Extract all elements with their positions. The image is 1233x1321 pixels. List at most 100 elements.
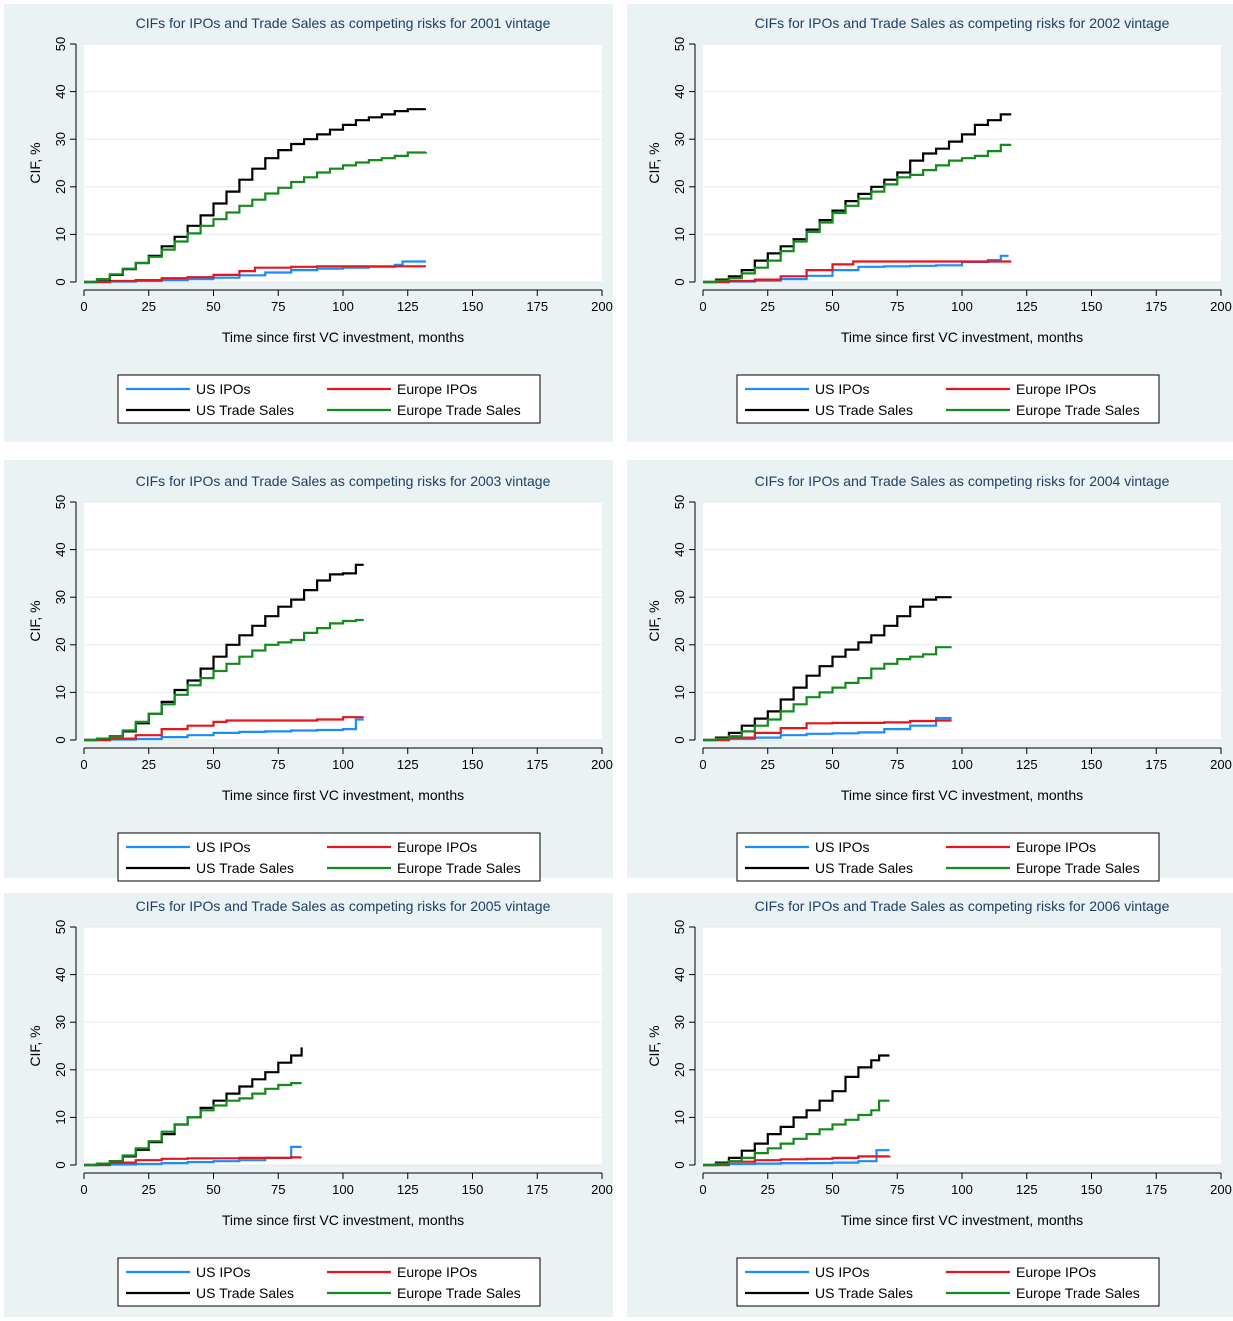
y-tick-label: 0 (53, 1161, 68, 1168)
series-line-europe-trade-sales (84, 618, 364, 742)
plot-area (84, 44, 602, 282)
series-line-us-trade-sales (703, 113, 1012, 284)
plot-area (703, 927, 1221, 1165)
series-line-europe-trade-sales (84, 151, 427, 284)
x-tick-label: 25 (142, 757, 156, 772)
legend-label-us-trade-sales: US Trade Sales (196, 860, 294, 876)
legend-box (736, 1257, 1160, 1307)
x-tick-label: 75 (890, 1182, 904, 1197)
x-tick-label: 125 (397, 757, 419, 772)
y-tick-label: 10 (53, 227, 68, 241)
x-tick-label: 75 (890, 757, 904, 772)
chart-panel: CIFs for IPOs and Trade Sales as competi… (4, 893, 613, 1317)
legend-label-us-trade-sales: US Trade Sales (815, 1285, 913, 1301)
legend-box (117, 374, 541, 424)
chart-title: CIFs for IPOs and Trade Sales as competi… (755, 473, 1170, 489)
x-tick-label: 25 (761, 299, 775, 314)
x-tick-label: 0 (80, 1182, 87, 1197)
x-tick-label: 150 (1081, 299, 1103, 314)
y-tick-label: 50 (672, 37, 687, 51)
y-tick-label: 10 (53, 1110, 68, 1124)
x-tick-label: 0 (699, 1182, 706, 1197)
x-tick-label: 175 (1145, 757, 1167, 772)
y-tick-label: 0 (53, 278, 68, 285)
series-line-europe-ipos (84, 265, 426, 284)
chart-panel: CIFs for IPOs and Trade Sales as competi… (4, 460, 613, 882)
chart-title: CIFs for IPOs and Trade Sales as competi… (755, 15, 1170, 31)
y-tick-label: 40 (53, 967, 68, 981)
x-tick-label: 25 (142, 1182, 156, 1197)
legend-label-europe-trade-sales: Europe Trade Sales (1016, 402, 1140, 418)
x-tick-label: 100 (951, 299, 973, 314)
legend-label-europe-trade-sales: Europe Trade Sales (1016, 1285, 1140, 1301)
x-tick-label: 100 (332, 299, 354, 314)
legend-label-us-trade-sales: US Trade Sales (815, 402, 913, 418)
x-tick-label: 50 (825, 299, 839, 314)
y-axis-label: CIF, % (27, 142, 43, 183)
y-tick-label: 20 (53, 638, 68, 652)
y-tick-label: 20 (53, 180, 68, 194)
chart-svg: CIFs for IPOs and Trade Sales as competi… (646, 898, 1232, 1307)
x-tick-label: 150 (1081, 1182, 1103, 1197)
x-axis-label: Time since first VC investment, months (222, 1212, 464, 1228)
y-axis-label: CIF, % (646, 1025, 662, 1066)
legend: US IPOs Europe IPOs US Trade Sales Europe T… (117, 832, 541, 882)
x-axis-label: Time since first VC investment, months (841, 787, 1083, 803)
legend-label-us-ipos: US IPOs (196, 381, 250, 397)
legend-label-europe-ipos: Europe IPOs (397, 1264, 477, 1280)
y-tick-label: 30 (672, 590, 687, 604)
x-tick-label: 0 (80, 757, 87, 772)
x-tick-label: 25 (142, 299, 156, 314)
series-line-europe-trade-sales (703, 1099, 890, 1167)
legend-label-europe-ipos: Europe IPOs (397, 381, 477, 397)
x-tick-label: 0 (699, 299, 706, 314)
legend-label-us-trade-sales: US Trade Sales (196, 1285, 294, 1301)
x-tick-label: 100 (332, 1182, 354, 1197)
y-tick-label: 30 (53, 1015, 68, 1029)
series-line-europe-ipos (84, 716, 364, 742)
x-tick-label: 75 (890, 299, 904, 314)
x-tick-label: 200 (591, 757, 613, 772)
series-line-europe-trade-sales (84, 1082, 302, 1167)
x-tick-label: 125 (1016, 757, 1038, 772)
x-tick-label: 50 (206, 757, 220, 772)
legend: US IPOs Europe IPOs US Trade Sales Europe T… (736, 1257, 1160, 1307)
x-tick-label: 200 (591, 1182, 613, 1197)
legend-label-us-ipos: US IPOs (815, 381, 869, 397)
x-tick-label: 50 (206, 1182, 220, 1197)
x-tick-label: 150 (462, 1182, 484, 1197)
chart-panel: CIFs for IPOs and Trade Sales as competi… (4, 4, 613, 442)
x-tick-label: 125 (1016, 1182, 1038, 1197)
y-tick-label: 20 (672, 638, 687, 652)
x-tick-label: 25 (761, 1182, 775, 1197)
y-tick-label: 10 (53, 685, 68, 699)
x-tick-label: 125 (397, 1182, 419, 1197)
chart-title: CIFs for IPOs and Trade Sales as competi… (136, 898, 551, 914)
y-tick-label: 50 (53, 37, 68, 51)
series-line-europe-ipos (703, 719, 952, 742)
series-line-us-ipos (703, 1149, 890, 1167)
x-tick-label: 125 (397, 299, 419, 314)
x-tick-label: 150 (462, 299, 484, 314)
chart-panel: CIFs for IPOs and Trade Sales as competi… (627, 893, 1233, 1317)
chart-svg: CIFs for IPOs and Trade Sales as competi… (27, 15, 613, 424)
y-tick-label: 30 (672, 132, 687, 146)
x-tick-label: 150 (1081, 757, 1103, 772)
x-tick-label: 0 (80, 299, 87, 314)
x-tick-label: 25 (761, 757, 775, 772)
legend-label-europe-ipos: Europe IPOs (1016, 381, 1096, 397)
chart-panel: CIFs for IPOs and Trade Sales as competi… (627, 4, 1233, 442)
x-tick-label: 100 (951, 1182, 973, 1197)
y-tick-label: 0 (53, 736, 68, 743)
y-tick-label: 10 (672, 227, 687, 241)
legend-label-europe-trade-sales: Europe Trade Sales (397, 860, 521, 876)
x-axis-label: Time since first VC investment, months (841, 329, 1083, 345)
y-tick-label: 50 (672, 920, 687, 934)
x-tick-label: 75 (271, 757, 285, 772)
x-tick-label: 0 (699, 757, 706, 772)
x-tick-label: 175 (526, 757, 548, 772)
x-tick-label: 50 (825, 757, 839, 772)
plot-area (84, 927, 602, 1165)
y-axis-label: CIF, % (27, 1025, 43, 1066)
x-axis-label: Time since first VC investment, months (222, 787, 464, 803)
